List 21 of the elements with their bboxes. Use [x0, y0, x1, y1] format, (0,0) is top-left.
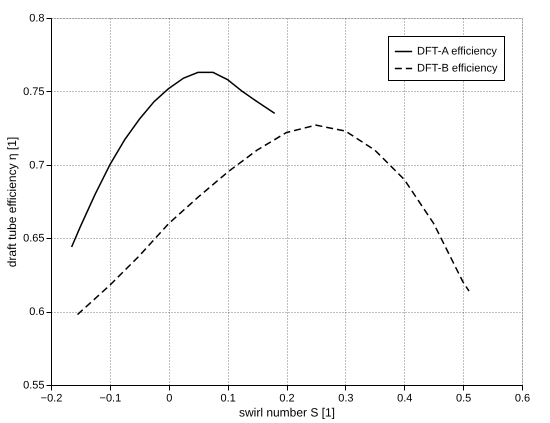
- x-tick-label: 0.5: [456, 392, 472, 404]
- x-tick-label: −0.1: [100, 392, 122, 404]
- y-tick-label: 0.6: [29, 306, 44, 318]
- x-tick-label: 0.2: [279, 392, 295, 404]
- x-tick-label: 0.1: [220, 392, 236, 404]
- x-axis-title: swirl number S [1]: [238, 406, 336, 420]
- y-tick-label: 0.55: [23, 380, 44, 392]
- y-tick-label: 0.65: [23, 232, 44, 245]
- legend-label: DFT-B efficiency: [417, 62, 498, 74]
- x-tick-label: 0: [166, 392, 172, 404]
- line-series: [76, 124, 470, 316]
- y-axis-title: draft tube efficiency η [1]: [5, 136, 20, 268]
- x-tick-label: 0.4: [397, 392, 412, 404]
- x-tick-label: −0.2: [40, 392, 62, 404]
- y-tick-label: 0.7: [29, 159, 44, 172]
- y-tick-label: 0.8: [29, 12, 44, 24]
- line-series: [70, 72, 276, 248]
- x-tick-label: 0.6: [514, 392, 530, 404]
- x-tick-label: 0.3: [338, 392, 354, 404]
- legend-label: DFT-A efficiency: [417, 46, 498, 58]
- y-tick-label: 0.75: [23, 86, 44, 98]
